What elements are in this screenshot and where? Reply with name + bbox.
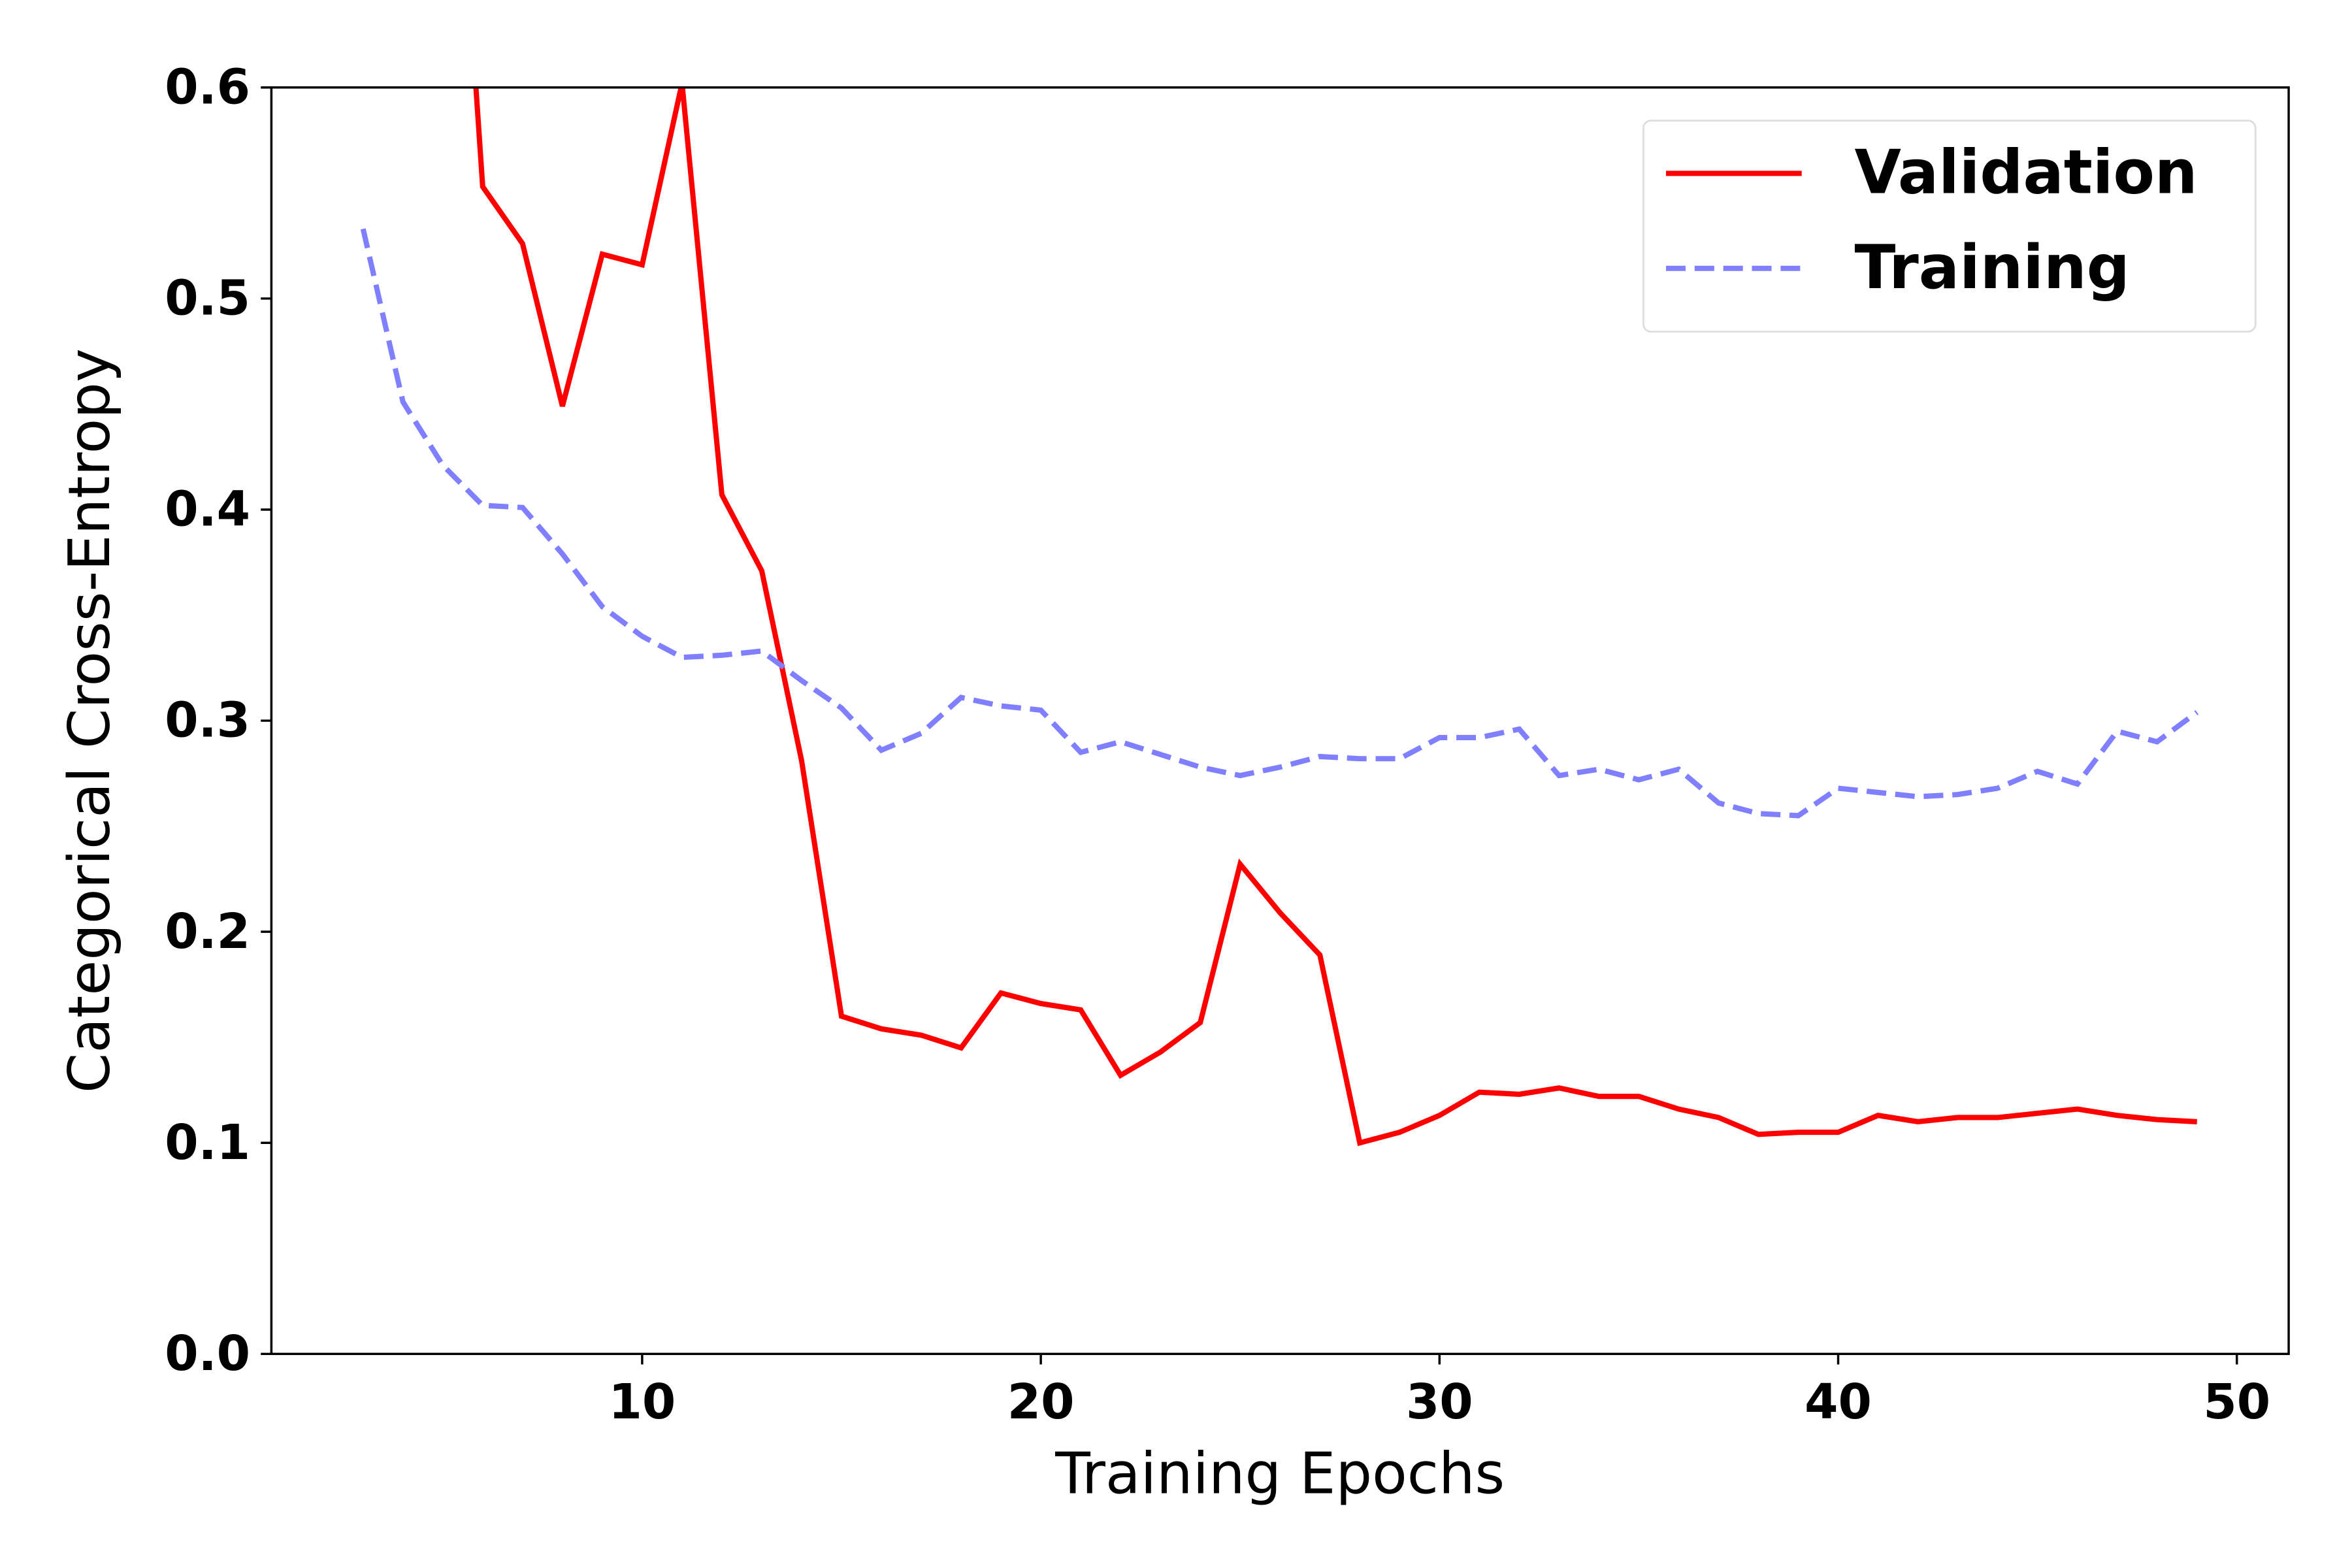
series-line (360, 228, 2199, 819)
y-tick-label: 0.6 (165, 59, 250, 115)
legend-label: Validation (1854, 137, 2197, 207)
legend-label: Training (1854, 232, 2129, 302)
y-tick-label: 0.1 (165, 1115, 250, 1171)
x-tick-label: 40 (1805, 1374, 1872, 1430)
x-tick-label: 30 (1406, 1374, 1473, 1430)
x-tick-label: 10 (609, 1374, 676, 1430)
x-tick-label: 50 (2203, 1374, 2270, 1430)
x-axis-label: Training Epochs (1054, 1440, 1505, 1507)
y-tick-label: 0.2 (165, 904, 250, 960)
plot-frame (270, 86, 2290, 1356)
series-line (473, 87, 2197, 1147)
y-tick-label: 0.3 (165, 693, 250, 749)
y-tick-label: 0.0 (165, 1326, 250, 1382)
y-axis-label: Categorical Cross-Entropy (56, 348, 123, 1093)
y-tick-label: 0.4 (165, 482, 250, 538)
x-tick-label: 20 (1007, 1374, 1075, 1430)
y-tick-label: 0.5 (165, 270, 250, 327)
